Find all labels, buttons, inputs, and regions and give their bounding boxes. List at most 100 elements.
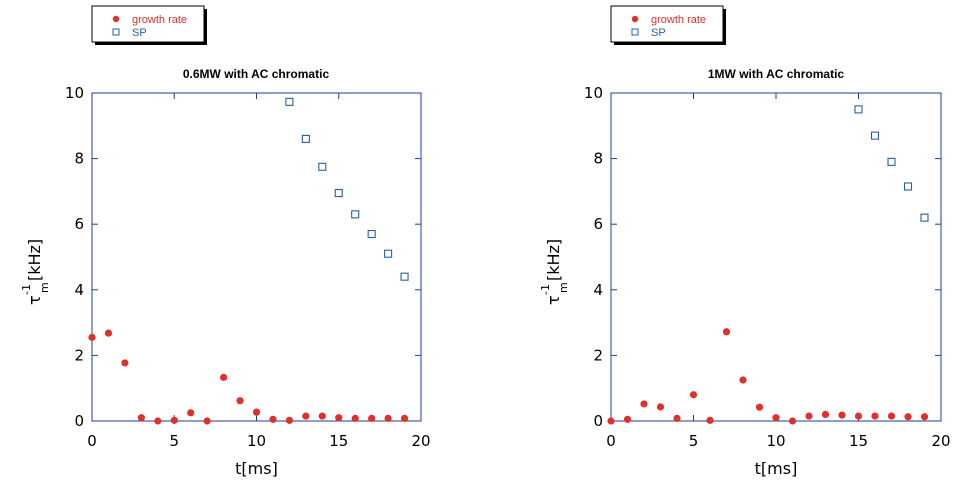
legend-label-growth-rate: growth rate bbox=[651, 14, 706, 26]
y-axis-label-tau: τ bbox=[25, 295, 44, 305]
x-tick-label: 10 bbox=[247, 432, 266, 450]
x-tick-label: 20 bbox=[931, 432, 950, 450]
growth-rate-point bbox=[607, 417, 615, 425]
x-tick-label: 0 bbox=[606, 432, 616, 450]
y-tick-label: 10 bbox=[65, 84, 84, 102]
growth-rate-point bbox=[187, 409, 195, 417]
growth-rate-point bbox=[772, 414, 780, 422]
y-tick-label: 8 bbox=[74, 150, 84, 168]
growth-rate-point bbox=[871, 412, 879, 420]
y-tick-label: 0 bbox=[593, 412, 603, 430]
growth-rate-point bbox=[722, 328, 731, 336]
y-axis-label-unit: [kHz] bbox=[544, 239, 563, 281]
growth-rate-point bbox=[739, 376, 747, 384]
growth-rate-point bbox=[121, 359, 129, 367]
growth-rate-point bbox=[88, 333, 96, 341]
growth-rate-point bbox=[137, 414, 145, 422]
growth-rate-point bbox=[318, 412, 326, 420]
legend-marker-growth-rate bbox=[631, 15, 639, 23]
growth-rate-point bbox=[640, 400, 648, 408]
growth-rate-point bbox=[203, 417, 211, 425]
growth-rate-point bbox=[104, 329, 113, 337]
growth-rate-point bbox=[335, 414, 343, 422]
chart-title: 1MW with AC chromatic bbox=[708, 67, 845, 81]
x-axis-label: t[ms] bbox=[235, 459, 278, 478]
chart-title: 0.6MW with AC chromatic bbox=[183, 67, 330, 81]
sp-point bbox=[285, 97, 294, 106]
y-tick-label: 8 bbox=[593, 150, 603, 168]
growth-rate-point bbox=[706, 416, 714, 424]
growth-rate-point bbox=[887, 412, 896, 420]
growth-rate-point bbox=[788, 417, 797, 425]
x-axis-label: t[ms] bbox=[755, 459, 798, 478]
growth-rate-point bbox=[821, 410, 830, 419]
legend-box bbox=[91, 5, 205, 43]
series-growth-rate bbox=[607, 328, 929, 425]
growth-rate-point bbox=[623, 415, 632, 423]
growth-rate-point bbox=[302, 412, 310, 420]
y-tick-label: 2 bbox=[74, 346, 84, 364]
y-tick-label: 2 bbox=[593, 346, 603, 364]
legend-label-growth-rate: growth rate bbox=[132, 14, 187, 26]
sp-point bbox=[334, 188, 343, 198]
growth-rate-point bbox=[656, 403, 665, 411]
growth-rate-point bbox=[252, 408, 261, 416]
growth-rate-point bbox=[920, 413, 929, 421]
sp-point bbox=[870, 131, 880, 140]
growth-rate-point bbox=[755, 403, 764, 411]
y-axis-label: τ-1 m[kHz] bbox=[20, 239, 51, 305]
y-axis-label-superscript: -1 bbox=[20, 284, 33, 295]
series-growth-rate bbox=[88, 329, 409, 425]
series-sp bbox=[285, 97, 409, 281]
sp-point bbox=[400, 272, 409, 281]
sp-point bbox=[367, 229, 376, 239]
growth-rate-point bbox=[351, 414, 359, 422]
y-tick-label: 6 bbox=[74, 215, 84, 233]
x-tick-label: 10 bbox=[766, 432, 785, 450]
y-axis-label-superscript: -1 bbox=[539, 284, 552, 295]
x-tick-label: 15 bbox=[329, 432, 348, 450]
x-tick-label: 20 bbox=[411, 432, 430, 450]
legend-marker-sp bbox=[631, 28, 639, 36]
y-axis-label-subscript: m bbox=[557, 282, 570, 293]
growth-rate-point bbox=[673, 414, 681, 422]
growth-rate-point bbox=[170, 416, 178, 424]
legend-box bbox=[610, 5, 724, 43]
growth-rate-point bbox=[384, 414, 392, 422]
y-axis-label: τ-1 m[kHz] bbox=[539, 239, 570, 305]
sp-point bbox=[903, 182, 913, 191]
y-tick-label: 6 bbox=[593, 215, 603, 233]
legend-label-sp: SP bbox=[132, 27, 147, 39]
growth-rate-point bbox=[838, 411, 846, 419]
sp-point bbox=[920, 213, 929, 222]
sp-point bbox=[384, 249, 393, 258]
series-sp bbox=[854, 105, 929, 222]
legend-marker-sp bbox=[112, 28, 120, 36]
sp-point bbox=[887, 157, 896, 166]
y-axis-label-subscript: m bbox=[38, 282, 51, 293]
x-tick-label: 5 bbox=[169, 432, 179, 450]
growth-rate-point bbox=[269, 415, 277, 423]
y-tick-label: 4 bbox=[74, 281, 84, 299]
growth-rate-point bbox=[400, 414, 409, 422]
legend-label-sp: SP bbox=[651, 27, 666, 39]
y-tick-label: 4 bbox=[593, 281, 603, 299]
y-tick-label: 10 bbox=[584, 84, 603, 102]
growth-rate-point bbox=[689, 391, 698, 399]
growth-rate-point bbox=[805, 412, 813, 420]
x-tick-label: 0 bbox=[87, 432, 97, 450]
sp-point bbox=[318, 162, 327, 171]
growth-rate-point bbox=[854, 412, 863, 420]
y-axis-label-tau: τ bbox=[544, 295, 563, 305]
growth-rate-point bbox=[220, 373, 228, 381]
sp-point bbox=[854, 105, 863, 114]
plot-frame bbox=[91, 92, 422, 422]
growth-rate-point bbox=[285, 416, 293, 424]
growth-rate-point bbox=[368, 414, 376, 422]
x-tick-label: 15 bbox=[849, 432, 868, 450]
